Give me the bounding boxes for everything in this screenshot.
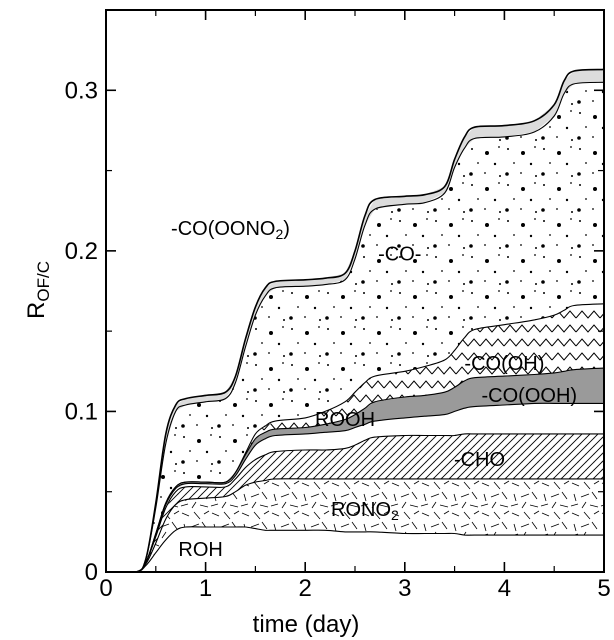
band-label-rooh: ROOH bbox=[315, 409, 375, 431]
x-tick-label: 4 bbox=[498, 575, 511, 602]
band-label-co-oh: -CO(OH) bbox=[464, 353, 544, 375]
x-tick-label: 0 bbox=[99, 575, 112, 602]
boundary-line-cho bbox=[106, 433, 604, 572]
boundary-line-rono2 bbox=[106, 478, 604, 572]
y-tick-label: 0.3 bbox=[65, 77, 98, 104]
y-axis-title-sub: OF/C bbox=[34, 261, 53, 302]
band-label-cho: -CHO bbox=[454, 449, 505, 471]
x-tick-label: 1 bbox=[199, 575, 212, 602]
band-label-roh: ROH bbox=[178, 539, 222, 561]
band-co bbox=[106, 82, 604, 572]
band-cho bbox=[106, 433, 604, 572]
axis-ticks bbox=[105, 10, 605, 573]
band-co-ooh bbox=[106, 368, 604, 572]
boundary-line-rooh bbox=[106, 402, 604, 572]
x-axis-title: time (day) bbox=[253, 611, 360, 638]
x-tick-label: 3 bbox=[398, 575, 411, 602]
band-rooh bbox=[106, 403, 604, 572]
boundary-line-co-oh bbox=[106, 303, 604, 572]
y-tick-label: 0.2 bbox=[65, 238, 98, 265]
band-label-co-ooh: -CO(OOH) bbox=[482, 385, 578, 407]
boundary-line-co bbox=[106, 81, 604, 572]
axis-tick-labels: 0 1 2 3 4 5 0 0.1 0.2 0.3 bbox=[65, 77, 611, 602]
boundary-line-roh bbox=[106, 526, 604, 572]
y-tick-label: 0 bbox=[85, 559, 98, 586]
stacked-area-bands bbox=[106, 69, 604, 572]
x-tick-label: 2 bbox=[299, 575, 312, 602]
boundary-line-co-oono2 bbox=[106, 68, 604, 572]
band-roh bbox=[106, 527, 604, 572]
band-label-rono2: RONO2 bbox=[331, 499, 399, 522]
band-rono2 bbox=[106, 478, 604, 572]
band-labels: ROH RONO2 -CHO ROOH -CO(OOH) -CO(OH) -CO- -CO(O… bbox=[171, 218, 577, 561]
x-tick-label: 5 bbox=[597, 575, 610, 602]
band-label-co-oono2: -CO(OONO2) bbox=[171, 218, 290, 241]
band-boundary-lines bbox=[106, 68, 604, 572]
band-co-oh bbox=[106, 303, 604, 572]
y-axis-title-main: R bbox=[23, 302, 50, 319]
y-tick-label: 0.1 bbox=[65, 398, 98, 425]
band-label-co: -CO- bbox=[378, 244, 421, 266]
y-axis-title: ROF/C bbox=[23, 261, 53, 319]
